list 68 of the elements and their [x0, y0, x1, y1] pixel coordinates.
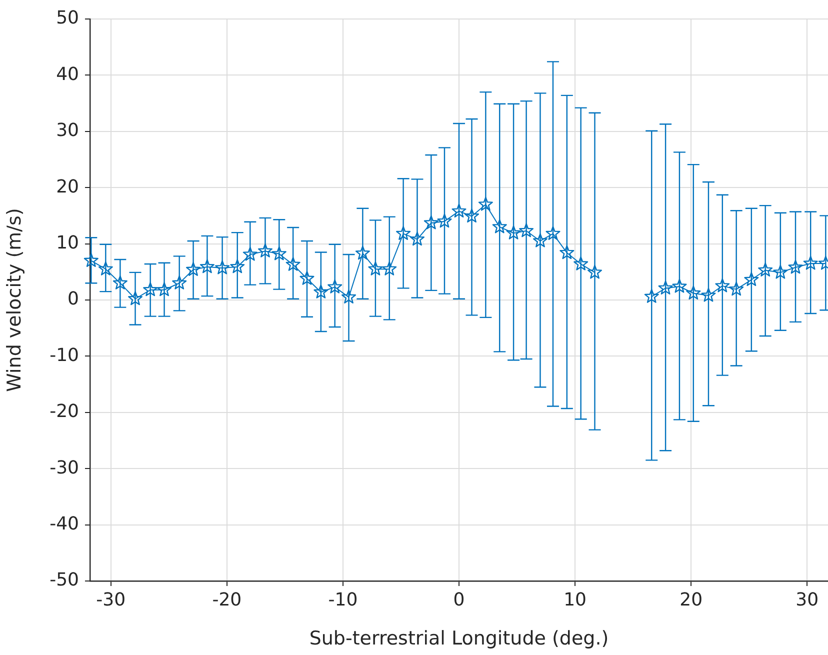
x-tick-label: 30 [796, 589, 819, 610]
point [258, 244, 272, 258]
point [424, 215, 438, 230]
point [328, 279, 342, 294]
point [644, 289, 659, 303]
point [143, 282, 158, 296]
x-tick-label: 20 [680, 589, 703, 610]
x-tick-label: -10 [328, 589, 358, 610]
y-tick-label: -10 [50, 344, 79, 366]
point [672, 278, 687, 293]
y-tick-label: 50 [56, 8, 79, 29]
point [437, 214, 452, 228]
point [744, 272, 759, 286]
point [758, 262, 773, 276]
x-axis-title: Sub-terrestrial Longitude (deg.) [309, 628, 609, 650]
x-tick-label: 10 [564, 589, 586, 610]
point [658, 280, 673, 294]
point [686, 286, 701, 300]
point [452, 204, 466, 218]
point [464, 208, 480, 223]
point [272, 246, 286, 260]
point [532, 233, 548, 248]
point [300, 271, 314, 285]
y-tick-label: -20 [50, 401, 79, 422]
point [355, 246, 370, 260]
point [314, 284, 328, 298]
point [368, 261, 383, 276]
y-tick-label: -50 [50, 570, 79, 591]
point [574, 256, 588, 270]
point [715, 278, 730, 292]
point [729, 282, 744, 296]
point [342, 290, 356, 304]
point [701, 288, 716, 302]
y-tick-label: -40 [50, 513, 79, 534]
y-tick-label: 10 [56, 232, 79, 254]
point [519, 223, 534, 238]
point [98, 261, 113, 276]
point [788, 260, 803, 274]
point [410, 232, 424, 246]
point [230, 259, 245, 274]
point [172, 276, 187, 290]
point [506, 226, 521, 240]
point [215, 260, 230, 274]
y-tick-label: 30 [56, 120, 79, 142]
y-tick-label: 40 [56, 64, 79, 85]
point [128, 291, 143, 306]
point [382, 261, 397, 276]
point [242, 246, 258, 261]
point [588, 264, 602, 279]
point [186, 262, 201, 276]
point [492, 219, 507, 234]
x-tick-label: -30 [96, 589, 126, 610]
point [546, 226, 560, 240]
point [200, 259, 214, 274]
point [286, 256, 300, 271]
point [560, 245, 574, 260]
point [112, 276, 128, 290]
point [773, 264, 788, 279]
point [157, 282, 172, 296]
x-tick-label: -20 [212, 589, 242, 610]
point [396, 226, 411, 240]
point [478, 196, 493, 211]
x-tick-label: 0 [453, 589, 465, 610]
y-tick-label: -30 [50, 457, 79, 478]
y-axis-title: Wind velocity (m/s) [3, 208, 26, 392]
y-tick-label: 0 [68, 288, 79, 310]
y-tick-label: 20 [56, 176, 79, 198]
point [803, 256, 818, 270]
